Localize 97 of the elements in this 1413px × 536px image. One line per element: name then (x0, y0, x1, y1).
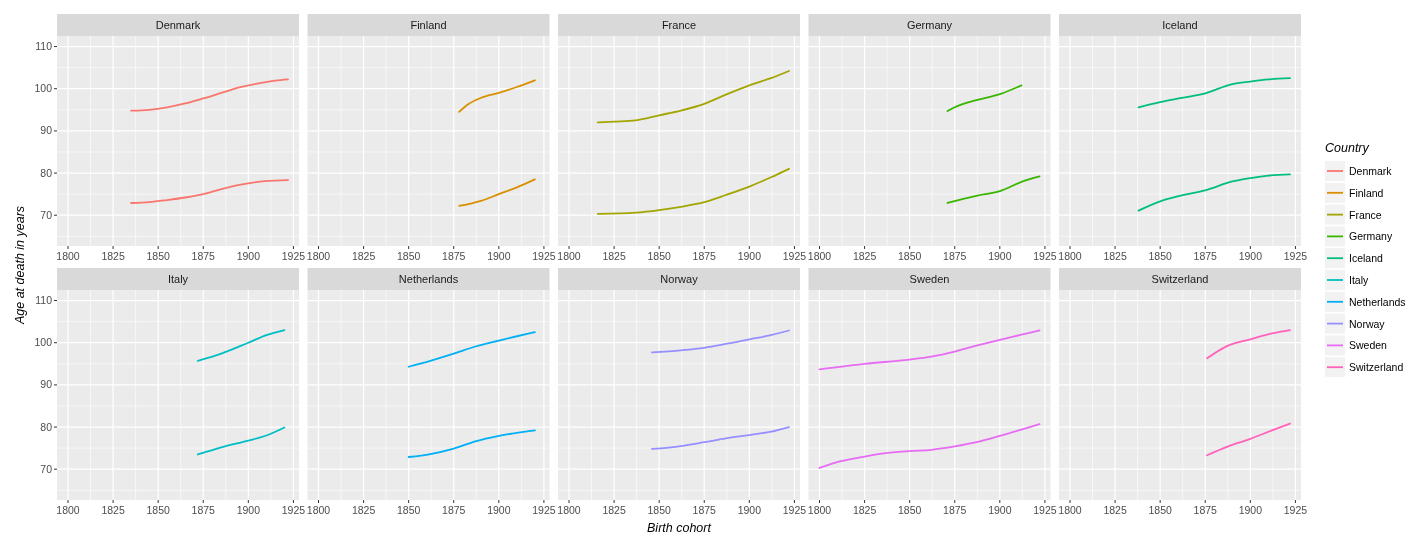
x-tick-label: 1825 (351, 504, 376, 516)
y-tick-label: 80 (40, 166, 53, 179)
x-tick-label: 1900 (487, 250, 511, 262)
x-tick-label: 1925 (1283, 250, 1308, 262)
chart-title: Germany (906, 19, 953, 31)
chart-title: Finland (410, 19, 447, 31)
legend-label: Norway (1349, 317, 1386, 330)
x-tick-label: 1825 (1103, 504, 1127, 516)
x-tick-label: 1850 (897, 504, 922, 516)
x-tick-label: 1850 (396, 504, 421, 516)
x-tick-label: 1925 (1283, 504, 1308, 516)
x-tick-label: 1850 (647, 250, 671, 262)
legend-title: Country (1325, 141, 1370, 155)
x-tick-label: 1800 (807, 250, 832, 262)
x-tick-label: 1925 (782, 504, 807, 516)
x-tick-label: 1850 (146, 250, 170, 262)
x-tick-label: 1900 (737, 250, 762, 262)
y-tick-label: 70 (40, 462, 53, 475)
line-series (196, 426, 286, 456)
x-tick-label: 1850 (396, 250, 421, 262)
x-tick-label: 1925 (532, 250, 556, 262)
x-tick-label: 1825 (602, 504, 626, 516)
x-tick-label: 1875 (1193, 504, 1218, 516)
chart-title: Norway (660, 273, 699, 285)
x-tick-label: 1800 (807, 504, 832, 516)
legend-label: Denmark (1349, 165, 1393, 177)
x-tick-label: 1850 (1148, 250, 1172, 262)
y-tick-label: 80 (40, 420, 53, 433)
chart-title: Italy (167, 273, 189, 285)
legend-label: Netherlands (1349, 295, 1406, 308)
y-tick-label: 90 (40, 124, 53, 137)
x-tick-label: 1800 (56, 504, 80, 516)
x-tick-label: 1875 (692, 250, 717, 262)
legend-label: Switzerland (1349, 361, 1404, 374)
y-tick-label: 110 (35, 294, 53, 307)
line-series (130, 179, 289, 204)
y-tick-label: 70 (40, 208, 53, 221)
x-tick-label: 1800 (306, 250, 331, 262)
chart-title: France (661, 19, 697, 31)
x-tick-label: 1875 (943, 504, 967, 516)
x-tick-label: 1850 (647, 504, 671, 516)
x-tick-label: 1825 (101, 250, 125, 262)
x-tick-label: 1800 (557, 250, 581, 262)
x-tick-label: 1850 (897, 250, 922, 262)
x-tick-label: 1925 (1033, 250, 1057, 262)
x-tick-label: 1800 (56, 250, 80, 262)
x-tick-label: 1900 (1238, 504, 1263, 516)
y-tick-label: 100 (34, 82, 53, 95)
legend-label: Finland (1349, 186, 1384, 199)
chart-title: Denmark (155, 19, 201, 31)
legend-label: France (1349, 208, 1382, 221)
chart-title: Iceland (1162, 19, 1198, 31)
line-series (130, 78, 289, 112)
y-tick-label: 100 (34, 336, 53, 349)
legend-label: Germany (1349, 230, 1393, 243)
x-tick-label: 1825 (351, 250, 376, 262)
x-tick-label: 1925 (532, 504, 556, 516)
x-tick-label: 1900 (236, 250, 261, 262)
x-axis-title: Birth cohort (647, 521, 712, 535)
chart-title: Switzerland (1151, 273, 1209, 285)
x-tick-label: 1850 (1148, 504, 1172, 516)
chart-title: Sweden (909, 273, 950, 285)
x-tick-label: 1875 (692, 504, 717, 516)
x-tick-label: 1900 (737, 504, 762, 516)
x-tick-label: 1875 (943, 250, 967, 262)
y-axis-title: Age at death in years (13, 205, 27, 326)
x-tick-label: 1900 (988, 504, 1012, 516)
y-tick-label: 90 (40, 378, 53, 391)
legend-label: Sweden (1349, 339, 1388, 352)
y-tick-label: 110 (35, 40, 53, 53)
x-tick-label: 1875 (191, 504, 216, 516)
x-tick-label: 1925 (281, 504, 306, 516)
x-tick-label: 1800 (306, 504, 331, 516)
x-tick-label: 1825 (852, 504, 877, 516)
x-tick-label: 1900 (1238, 250, 1263, 262)
x-tick-label: 1900 (487, 504, 511, 516)
x-tick-label: 1825 (101, 504, 125, 516)
legend-label: Iceland (1349, 252, 1384, 265)
x-tick-label: 1825 (852, 250, 877, 262)
x-tick-label: 1875 (442, 504, 466, 516)
x-tick-label: 1800 (557, 504, 581, 516)
x-tick-label: 1900 (236, 504, 261, 516)
x-tick-label: 1850 (146, 504, 170, 516)
line-series (196, 329, 286, 362)
x-tick-label: 1800 (1058, 504, 1082, 516)
x-tick-label: 1875 (191, 250, 216, 262)
x-tick-label: 1825 (602, 250, 626, 262)
x-tick-label: 1875 (442, 250, 466, 262)
chart-title: Netherlands (398, 273, 459, 285)
legend-label: Italy (1349, 274, 1370, 286)
x-tick-label: 1900 (988, 250, 1012, 262)
x-tick-label: 1800 (1058, 250, 1082, 262)
x-tick-label: 1875 (1193, 250, 1218, 262)
x-tick-label: 1825 (1103, 250, 1127, 262)
x-tick-label: 1925 (782, 250, 807, 262)
x-tick-label: 1925 (1033, 504, 1057, 516)
x-tick-label: 1925 (281, 250, 306, 262)
